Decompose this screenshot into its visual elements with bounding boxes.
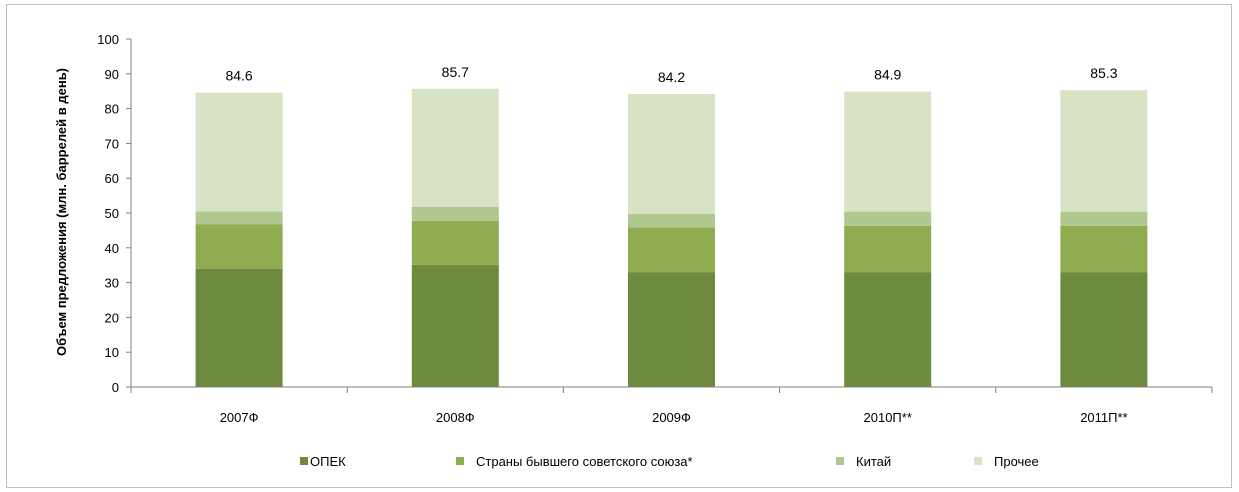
bar-segment-2-4 [844, 225, 932, 273]
bar-segment-4-5 [1060, 90, 1148, 212]
bar-segment-3-1 [195, 211, 283, 225]
bar-segment-3-5 [1060, 211, 1148, 226]
legend-label-2: Страны бывшего советского союза* [476, 454, 693, 469]
total-label-1: 84.6 [225, 68, 252, 84]
total-label-2: 85.7 [442, 64, 469, 80]
legend-swatch-4 [974, 457, 982, 465]
bar-segment-4-3 [628, 94, 715, 214]
bar-segment-4-2 [411, 88, 499, 207]
x-tick-label-2: 2008Ф [436, 410, 475, 425]
bar-segment-3-4 [844, 211, 932, 226]
x-tick-label-1: 2007Ф [220, 410, 259, 425]
y-tick-label-1: 10 [105, 345, 119, 360]
total-label-5: 85.3 [1090, 65, 1117, 81]
y-tick-label-4: 40 [105, 241, 119, 256]
bar-segment-1-4 [844, 272, 932, 387]
legend-swatch-2 [456, 457, 464, 465]
legend-label-3: Китай [856, 454, 891, 469]
legend-swatch-1 [300, 457, 308, 465]
bar-segment-3-3 [628, 213, 715, 228]
bar-segment-4-4 [844, 91, 932, 212]
y-tick-label-7: 70 [105, 136, 119, 151]
bar-segment-1-1 [195, 268, 283, 387]
bar-segment-3-2 [411, 206, 499, 221]
y-tick-label-6: 60 [105, 171, 119, 186]
legend-label-4: Прочее [994, 454, 1039, 469]
legend-label-1: ОПЕК [310, 454, 346, 469]
bar-segment-1-2 [411, 264, 499, 387]
y-tick-label-9: 90 [105, 67, 119, 82]
bar-segment-2-2 [411, 220, 499, 265]
total-label-3: 84.2 [658, 69, 685, 85]
y-axis-label: Объем предложения (млн. баррелей в день) [54, 68, 69, 356]
y-tick-label-5: 50 [105, 206, 119, 221]
bar-segment-2-5 [1060, 225, 1148, 273]
legend-swatch-3 [836, 457, 844, 465]
x-tick-label-3: 2009Ф [652, 410, 691, 425]
bar-segment-2-3 [628, 227, 715, 273]
y-tick-label-0: 0 [112, 380, 119, 395]
y-tick-label-10: 100 [97, 32, 119, 47]
y-tick-label-8: 80 [105, 102, 119, 117]
x-tick-label-5: 2011П** [1080, 410, 1127, 425]
total-label-4: 84.9 [874, 67, 901, 83]
bar-segment-1-3 [628, 272, 715, 387]
x-tick-label-4: 2010П** [864, 410, 912, 425]
bar-segment-1-5 [1060, 272, 1148, 387]
bar-segment-2-1 [195, 224, 283, 269]
bar-segment-4-1 [195, 92, 283, 212]
y-tick-label-2: 20 [105, 310, 119, 325]
y-tick-label-3: 30 [105, 276, 119, 291]
